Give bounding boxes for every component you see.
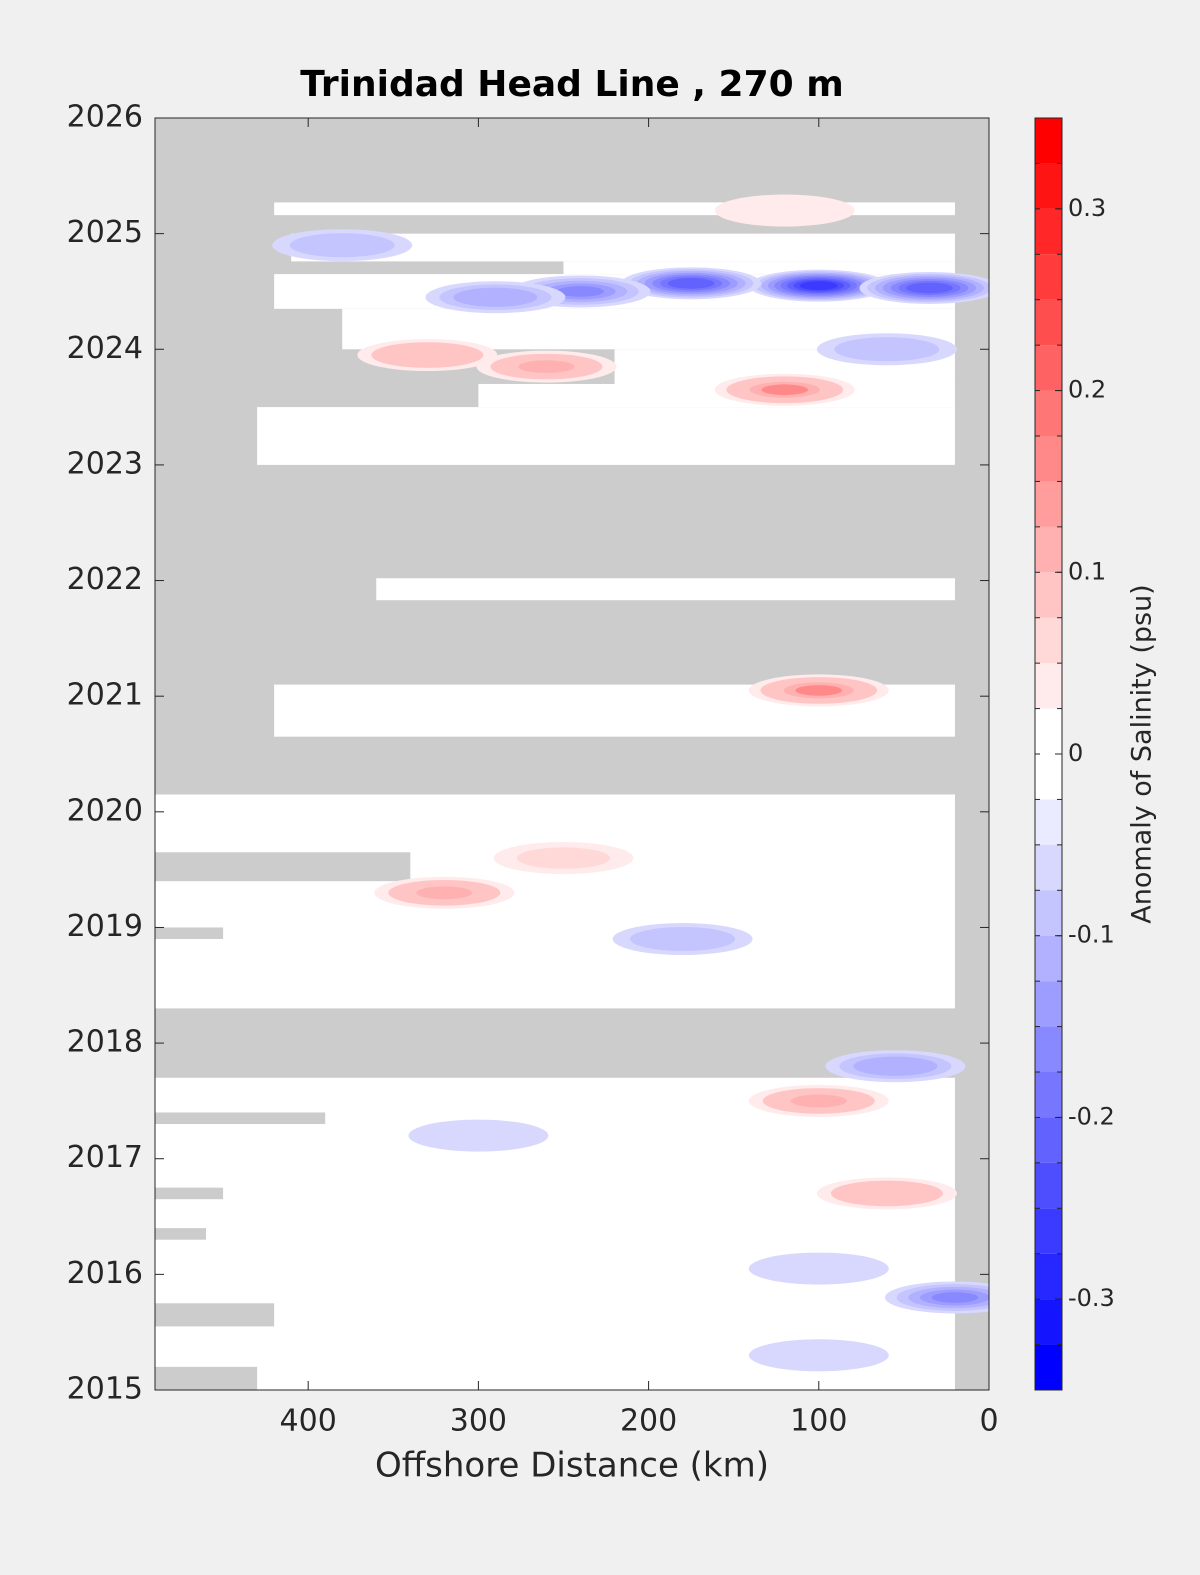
x-tick-label: 0 bbox=[979, 1404, 998, 1439]
y-tick-label: 2019 bbox=[67, 909, 143, 944]
anomaly-patch bbox=[399, 348, 456, 362]
anomaly-patch bbox=[738, 199, 832, 222]
data-coverage bbox=[155, 1077, 955, 1390]
data-gap bbox=[155, 1112, 326, 1125]
colorbar-band bbox=[1035, 1026, 1062, 1072]
colorbar-tick-label: -0.1 bbox=[1068, 921, 1115, 949]
colorbar-band bbox=[1035, 1117, 1062, 1163]
colorbar-band bbox=[1035, 617, 1062, 664]
x-axis-label: Offshore Distance (km) bbox=[375, 1446, 769, 1486]
colorbar-band bbox=[1035, 935, 1062, 982]
data-gap bbox=[155, 1187, 224, 1200]
x-tick-label: 100 bbox=[790, 1404, 847, 1439]
colorbar-band bbox=[1035, 844, 1062, 891]
anomaly-patch bbox=[431, 1124, 526, 1147]
colorbar-band bbox=[1035, 1072, 1062, 1118]
colorbar-band bbox=[1035, 1253, 1062, 1300]
anomaly-patch bbox=[790, 1094, 847, 1108]
axes: 400 300 200 100 0 2015 2016 2017 2018 2019 2020 202… bbox=[67, 100, 1115, 1439]
colorbar-tick-label: -0.2 bbox=[1068, 1102, 1115, 1130]
colorbar-band bbox=[1035, 981, 1062, 1027]
anomaly-patch bbox=[761, 384, 809, 396]
colorbar-band bbox=[1035, 254, 1062, 300]
anomaly-patch bbox=[795, 685, 843, 696]
data-gap bbox=[155, 927, 224, 940]
data-coverage bbox=[563, 261, 955, 275]
y-tick-label: 2015 bbox=[67, 1372, 143, 1407]
colorbar-band bbox=[1035, 799, 1062, 845]
colorbar-band bbox=[1035, 572, 1062, 618]
x-tick-label: 200 bbox=[620, 1404, 677, 1439]
y-tick-label: 2020 bbox=[67, 793, 143, 828]
chart-title: Trinidad Head Line , 270 m bbox=[300, 64, 843, 105]
anomaly-patch bbox=[416, 886, 473, 900]
data-gap bbox=[155, 852, 411, 882]
colorbar-tick-label: -0.3 bbox=[1068, 1284, 1115, 1312]
y-tick-label: 2023 bbox=[67, 446, 143, 481]
anomaly-patch bbox=[647, 931, 718, 948]
anomaly-patch bbox=[518, 360, 575, 374]
x-tick-label: 400 bbox=[280, 1404, 337, 1439]
colorbar-band bbox=[1035, 526, 1062, 573]
anomaly-patch bbox=[516, 847, 611, 869]
x-tick-label: 300 bbox=[450, 1404, 507, 1439]
y-tick-label: 2021 bbox=[67, 678, 143, 713]
colorbar-band bbox=[1035, 1299, 1062, 1345]
colorbar-band bbox=[1035, 754, 1062, 800]
anomaly-patch bbox=[307, 237, 378, 254]
y-tick-label: 2022 bbox=[67, 562, 143, 597]
colorbar-band bbox=[1035, 481, 1062, 527]
colorbar-band bbox=[1035, 1208, 1062, 1254]
anomaly-patch bbox=[772, 1344, 866, 1366]
data-coverage bbox=[155, 794, 955, 1009]
y-tick-label: 2018 bbox=[67, 1025, 143, 1060]
colorbar-tick-label: 0.2 bbox=[1068, 376, 1106, 404]
colorbar-band bbox=[1035, 163, 1062, 209]
anomaly-patch bbox=[772, 1257, 866, 1280]
anomaly-patch bbox=[913, 284, 945, 292]
anomaly-patch bbox=[806, 282, 832, 289]
colorbar-label: Anomaly of Salinity (psu) bbox=[1127, 584, 1158, 923]
colorbar-band bbox=[1035, 663, 1062, 709]
colorbar-band bbox=[1035, 436, 1062, 482]
data-coverage bbox=[376, 578, 955, 601]
anomaly-patch bbox=[675, 279, 707, 287]
y-tick-label: 2026 bbox=[67, 100, 143, 135]
colorbar-band bbox=[1035, 118, 1062, 164]
colorbar-band bbox=[1035, 390, 1062, 436]
colorbar-tick-label: 0.1 bbox=[1068, 557, 1106, 585]
colorbar-band bbox=[1035, 1162, 1062, 1209]
colorbar-band bbox=[1035, 208, 1062, 255]
y-tick-label: 2017 bbox=[67, 1140, 143, 1175]
anomaly-patch bbox=[557, 286, 604, 297]
anomaly-patch bbox=[858, 1187, 915, 1200]
colorbar-band bbox=[1035, 1344, 1062, 1390]
plot-area bbox=[155, 118, 989, 1390]
anomaly-patch bbox=[931, 1292, 979, 1303]
anomaly-patch bbox=[851, 341, 922, 358]
colorbar-band bbox=[1035, 345, 1062, 391]
colorbar-band bbox=[1035, 708, 1062, 754]
colorbar-tick-label: 0.3 bbox=[1068, 194, 1106, 222]
data-gap bbox=[155, 1366, 258, 1390]
y-tick-label: 2024 bbox=[67, 331, 143, 366]
axes-frame bbox=[154, 117, 990, 1391]
colorbar-tick-label: 0 bbox=[1068, 739, 1083, 767]
anomaly-patch bbox=[467, 290, 524, 304]
colorbar-band bbox=[1035, 299, 1062, 346]
data-gap bbox=[155, 1228, 207, 1240]
y-tick-label: 2025 bbox=[67, 215, 143, 250]
data-gap bbox=[155, 1303, 275, 1327]
anomaly-patch bbox=[867, 1059, 924, 1073]
y-tick-label: 2016 bbox=[67, 1256, 143, 1291]
data-coverage bbox=[257, 407, 955, 465]
colorbar-band bbox=[1035, 890, 1062, 936]
